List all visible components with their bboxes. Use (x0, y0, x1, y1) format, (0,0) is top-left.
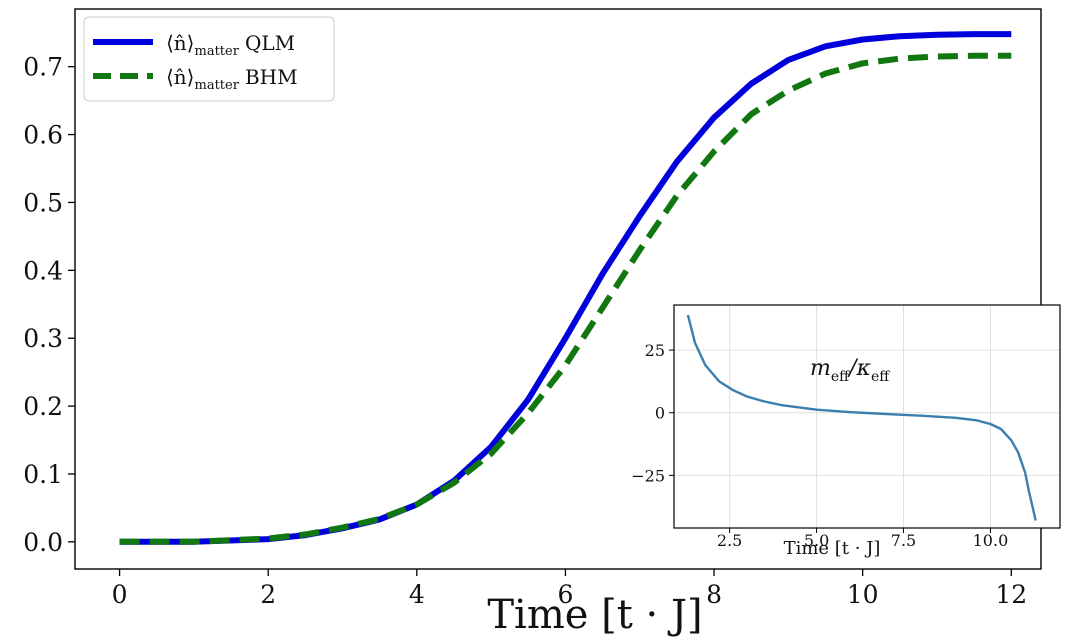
inset-y-tick-label: −25 (631, 466, 665, 485)
legend-qlm-suffix: QLM (245, 31, 295, 55)
main-y-tick-label: 0.1 (23, 460, 63, 489)
inset-x-tick-label: 10.0 (973, 531, 1009, 550)
main-y-tick-label: 0.5 (23, 188, 63, 217)
main-x-tick-label: 0 (112, 580, 128, 609)
inset-y-tick-label: 0 (655, 404, 665, 423)
inset-y-tick-label: 25 (645, 341, 665, 360)
main-x-axis-label: Time [t · J] (487, 592, 702, 638)
inset-ticks-group: 2.5 5.0 7.5 10.0 25 0 −25 (631, 341, 1008, 550)
inset-series-line (686, 314, 1037, 521)
legend-bhm-main: ⟨n̂⟩ (166, 65, 195, 89)
inset-annotation: meff/κeff (810, 356, 890, 385)
main-ticks-group: 0 2 4 6 8 10 12 0.0 0.1 0.2 0.3 0.4 0.5 0.6 0.7 (23, 53, 1027, 609)
main-x-tick-label: 12 (995, 580, 1027, 609)
inset-annotation-kappa: /κ (847, 356, 871, 381)
legend-qlm-sub: matter (195, 44, 240, 59)
main-x-tick-label: 4 (409, 580, 425, 609)
inset-x-tick-label: 7.5 (891, 531, 916, 550)
main-y-tick-label: 0.6 (23, 121, 63, 150)
legend-label-qlm: ⟨n̂⟩matter QLM (166, 31, 295, 59)
main-y-tick-label: 0.7 (23, 53, 63, 82)
main-y-tick-label: 0.3 (23, 324, 63, 353)
main-y-tick-label: 0.2 (23, 392, 63, 421)
main-x-tick-label: 6 (557, 580, 573, 609)
main-x-tick-label: 10 (847, 580, 879, 609)
inset-annotation-sub2: eff (871, 369, 890, 385)
main-series-group (119, 31, 1012, 545)
main-x-tick-label: 2 (260, 580, 276, 609)
inset-x-tick-label: 5.0 (804, 531, 829, 550)
inset-background (674, 305, 1060, 528)
legend-qlm-main: ⟨n̂⟩ (166, 31, 195, 55)
legend: ⟨n̂⟩matter QLM ⟨n̂⟩matter BHM (83, 16, 335, 102)
inset-x-axis-label: Time [t · J] (784, 538, 881, 559)
series-line-bhm (119, 52, 1012, 545)
main-x-tick-label: 8 (706, 580, 722, 609)
inset-annotation-m: m (810, 356, 831, 381)
main-y-tick-label: 0.0 (23, 528, 63, 557)
inset-x-tick-label: 2.5 (717, 531, 742, 550)
inset-series-group (686, 314, 1037, 521)
inset-axes-frame (673, 304, 1061, 529)
legend-bhm-sub: matter (195, 78, 240, 93)
main-y-tick-label: 0.4 (23, 256, 63, 285)
inset-annotation-sub1: eff (831, 369, 850, 385)
legend-label-bhm: ⟨n̂⟩matter BHM (166, 65, 298, 93)
legend-bhm-suffix: BHM (245, 65, 298, 89)
legend-box (83, 16, 335, 102)
